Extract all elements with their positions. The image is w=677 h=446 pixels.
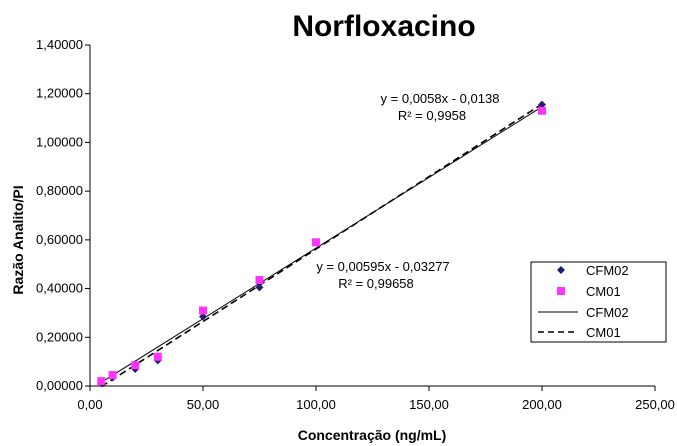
y-tick-label: 1,40000	[36, 37, 83, 52]
point-cm01	[312, 238, 320, 247]
trendline-cm01	[100, 103, 543, 388]
x-tick-label: 100,00	[296, 397, 336, 412]
y-tick-labels: 0,00000 0,20000 0,40000 0,60000 0,80000 1,000…	[36, 37, 83, 393]
trendline-equation-cfm02: y = 0,0058x - 0,0138	[381, 91, 500, 106]
point-cfm02	[199, 312, 207, 321]
trendline-equation-cm01: y = 0,00595x - 0,03277	[316, 259, 449, 274]
legend-label-cm01-points: CM01	[586, 284, 621, 299]
point-cfm02	[538, 100, 546, 109]
point-cm01	[131, 361, 140, 370]
trendlines	[100, 103, 543, 388]
x-tick-labels: 0,00 50,00 100,00 150,00 200,00 250,00	[77, 397, 675, 412]
legend-label-cfm02-points: CFM02	[586, 263, 629, 278]
point-cm01	[199, 306, 207, 315]
x-axis-label: Concentração (ng/mL)	[298, 427, 447, 443]
x-tick-label: 150,00	[409, 397, 449, 412]
point-cm01	[97, 377, 106, 386]
point-cm01	[108, 371, 117, 380]
y-tick-label: 0,00000	[36, 378, 83, 393]
x-tick-label: 200,00	[522, 397, 562, 412]
point-cm01	[538, 106, 546, 115]
y-axis-label: Razão Analito/PI	[10, 185, 26, 294]
y-tick-label: 0,20000	[36, 329, 83, 344]
legend-label-cfm02-trend: CFM02	[586, 305, 629, 320]
point-cm01	[153, 352, 162, 361]
x-tick-label: 0,00	[77, 397, 102, 412]
trendline-r2-cfm02: R² = 0,9958	[398, 108, 466, 123]
x-tick-label: 50,00	[187, 397, 220, 412]
legend-label-cm01-trend: CM01	[586, 325, 621, 340]
y-tick-label: 0,60000	[36, 232, 83, 247]
y-tick-label: 1,00000	[36, 134, 83, 149]
chart-title: Norfloxacino	[292, 10, 475, 43]
y-tick-label: 1,20000	[36, 86, 83, 101]
x-tick-label: 250,00	[635, 397, 675, 412]
point-cm01	[255, 276, 264, 285]
data-points	[97, 100, 546, 387]
trendline-r2-cm01: R² = 0,99658	[338, 276, 414, 291]
y-tick-label: 0,40000	[36, 281, 83, 296]
legend-marker-cm01	[557, 287, 565, 295]
point-cfm02	[255, 283, 264, 292]
axes	[85, 44, 656, 391]
y-tick-label: 0,80000	[36, 183, 83, 198]
legend-box	[530, 261, 667, 343]
legend-marker-cfm02	[557, 266, 565, 274]
legend: CFM02 CM01 CFM02 CM01	[530, 261, 667, 343]
trendline-cfm02	[101, 106, 543, 383]
